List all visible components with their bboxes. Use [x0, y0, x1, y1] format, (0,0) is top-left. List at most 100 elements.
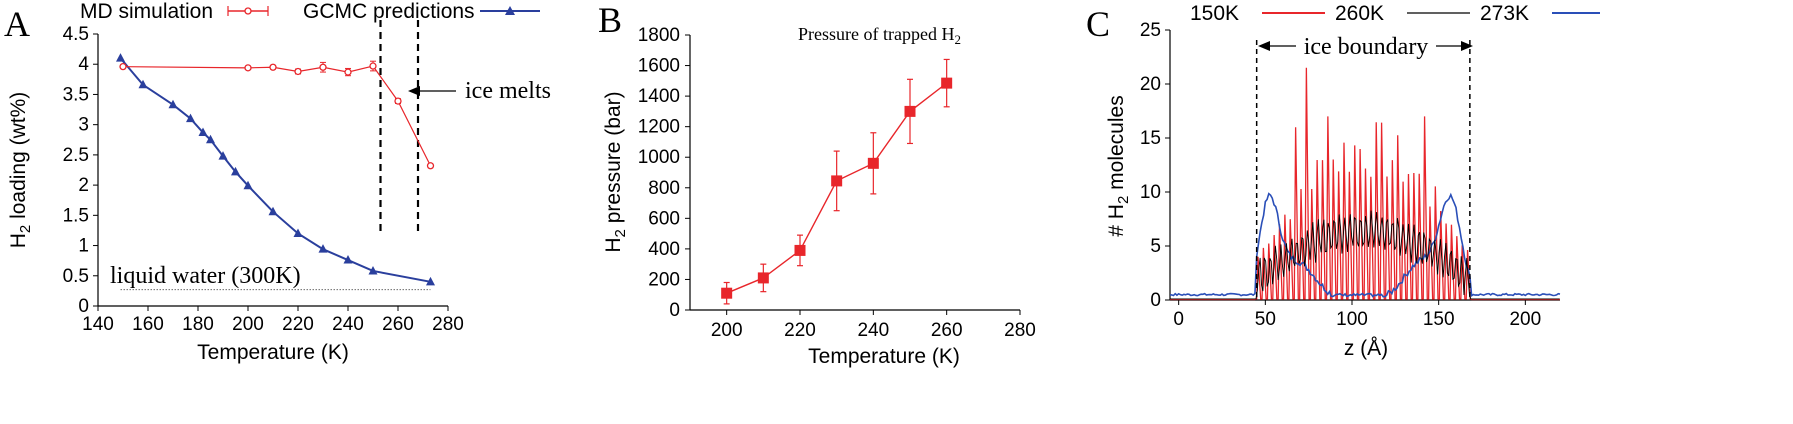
gcmc-point	[268, 206, 278, 216]
panel-b-letter: B	[598, 0, 622, 40]
md-point	[344, 68, 352, 76]
series-273k	[1169, 192, 1561, 298]
legend-273k-label: 273K	[1480, 2, 1529, 25]
y-tick-label: 0	[1150, 290, 1161, 311]
legend-md-marker	[244, 7, 252, 15]
panel-c-y-ticks: 0 5 10 15 20 25	[1140, 20, 1170, 311]
pressure-point	[867, 157, 879, 169]
gcmc-point	[368, 265, 378, 275]
ice-melt-lines	[379, 20, 420, 235]
panel-a-x-label: Temperature (K)	[197, 341, 349, 364]
x-tick-label: 140	[82, 314, 114, 335]
gcmc-point	[198, 127, 208, 137]
x-tick-label: 220	[784, 320, 816, 341]
x-tick-label: 50	[1255, 309, 1276, 330]
gcmc-point	[243, 180, 253, 190]
x-tick-label: 200	[232, 314, 264, 335]
gcmc-point	[116, 53, 125, 62]
panel-c-x-ticks: 0 50 100 150 200	[1173, 300, 1541, 330]
y-tick-label: 15	[1140, 128, 1161, 149]
x-tick-label: 180	[182, 314, 214, 335]
legend-260k-label: 260K	[1335, 2, 1384, 25]
pressure-point	[904, 105, 916, 117]
md-point	[394, 97, 402, 105]
series-150k	[1170, 67, 1560, 301]
legend-gcmc-label: GCMC predictions	[303, 0, 475, 23]
y-tick-label: 1.5	[63, 205, 89, 226]
y-tick-label: 1000	[638, 147, 680, 168]
gcmc-point	[138, 79, 148, 89]
y-tick-label: 1200	[638, 117, 680, 138]
series-gcmc	[116, 53, 435, 286]
x-tick-label: 160	[132, 314, 164, 335]
gcmc-point	[186, 113, 195, 123]
y-tick-label: 1400	[638, 86, 680, 107]
x-tick-label: 0	[1173, 309, 1184, 330]
y-tick-label: 2.5	[63, 145, 89, 166]
pressure-point	[941, 77, 953, 89]
x-tick-label: 240	[332, 314, 364, 335]
panel-a-y-label: H2 loading (wt%)	[7, 92, 34, 249]
x-tick-label: 150	[1423, 309, 1455, 330]
y-tick-label: 800	[648, 178, 680, 199]
panel-c-x-label: z (Å)	[1344, 337, 1388, 360]
gcmc-point	[426, 276, 435, 286]
pressure-point	[831, 175, 843, 187]
x-tick-label: 260	[382, 314, 414, 335]
pressure-point	[794, 244, 806, 256]
y-tick-label: 400	[648, 239, 680, 260]
md-line	[122, 65, 432, 167]
gcmc-point	[343, 255, 353, 264]
y-tick-label: 5	[1150, 236, 1161, 257]
ice-boundary-label: ice boundary	[1304, 34, 1429, 60]
panel-b-y-ticks: 0 200 400 600 800 1000 1200 1400 1600 1800	[638, 25, 690, 321]
x-tick-label: 280	[432, 314, 464, 335]
gcmc-point	[318, 244, 328, 253]
panel-c-legend: 150K 260K 273K	[1190, 2, 1600, 25]
gcmc-point	[206, 134, 215, 144]
x-tick-label: 100	[1336, 309, 1368, 330]
series-md	[119, 60, 435, 170]
y-tick-label: 20	[1140, 74, 1161, 95]
panel-b-x-label: Temperature (K)	[808, 345, 960, 368]
ice-boundary-lines	[1255, 40, 1471, 298]
panel-b-y-label: H2 pressure (bar)	[602, 91, 629, 252]
y-tick-label: 200	[648, 269, 680, 290]
panel-a-legend: MD simulation GCMC predictions	[80, 0, 540, 23]
panel-a: A MD simulation GCMC predictions 140 160 1…	[4, 0, 551, 364]
gcmc-point	[231, 166, 240, 176]
y-tick-label: 0.5	[63, 266, 89, 287]
y-tick-label: 2	[78, 175, 89, 196]
panel-c-series	[1169, 67, 1561, 301]
panel-c-letter: C	[1086, 4, 1110, 44]
md-point	[426, 162, 435, 170]
panel-b-title: Pressure of trapped H2	[798, 24, 961, 47]
y-tick-label: 1600	[638, 56, 680, 77]
x-tick-label: 220	[282, 314, 314, 335]
panel-c-y-label: # H2 molecules	[1105, 95, 1132, 236]
x-tick-label: 200	[711, 320, 743, 341]
x-tick-label: 280	[1004, 320, 1036, 341]
panel-b: B Pressure of trapped H2 200 220 240 260 280…	[598, 0, 1036, 368]
series-pressure	[721, 58, 953, 305]
y-tick-label: 600	[648, 208, 680, 229]
md-point	[319, 63, 327, 71]
ice-melts-annotation: ice melts	[408, 78, 551, 104]
liquid-water-label: liquid water (300K)	[110, 263, 301, 289]
pressure-point	[721, 287, 733, 299]
legend-150k-label: 150K	[1190, 2, 1239, 25]
md-point	[119, 62, 127, 71]
y-tick-label: 1800	[638, 25, 680, 46]
gcmc-line	[119, 57, 431, 283]
y-tick-label: 0	[669, 300, 680, 321]
md-point	[269, 63, 277, 71]
y-tick-label: 4.5	[63, 24, 89, 45]
y-tick-label: 3	[78, 115, 89, 136]
y-tick-label: 25	[1140, 20, 1161, 41]
panel-a-x-ticks: 140 160 180 200 220 240 260 280	[82, 306, 464, 335]
series-260k	[1170, 210, 1560, 300]
legend-gcmc-marker	[505, 6, 515, 15]
panel-a-letter: A	[4, 4, 30, 44]
ice-melts-label: ice melts	[465, 78, 551, 104]
